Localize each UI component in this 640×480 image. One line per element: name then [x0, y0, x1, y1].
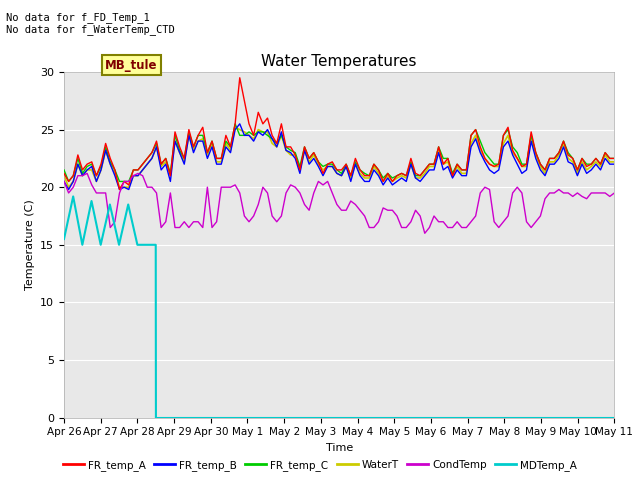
Legend: FR_temp_A, FR_temp_B, FR_temp_C, WaterT, CondTemp, MDTemp_A: FR_temp_A, FR_temp_B, FR_temp_C, WaterT,… [59, 456, 581, 475]
Text: No data for f_WaterTemp_CTD: No data for f_WaterTemp_CTD [6, 24, 175, 35]
Text: No data for f_FD_Temp_1: No data for f_FD_Temp_1 [6, 12, 150, 23]
X-axis label: Time: Time [326, 443, 353, 453]
Y-axis label: Temperature (C): Temperature (C) [24, 199, 35, 290]
Title: Water Temperatures: Water Temperatures [262, 54, 417, 70]
Text: MB_tule: MB_tule [105, 59, 158, 72]
